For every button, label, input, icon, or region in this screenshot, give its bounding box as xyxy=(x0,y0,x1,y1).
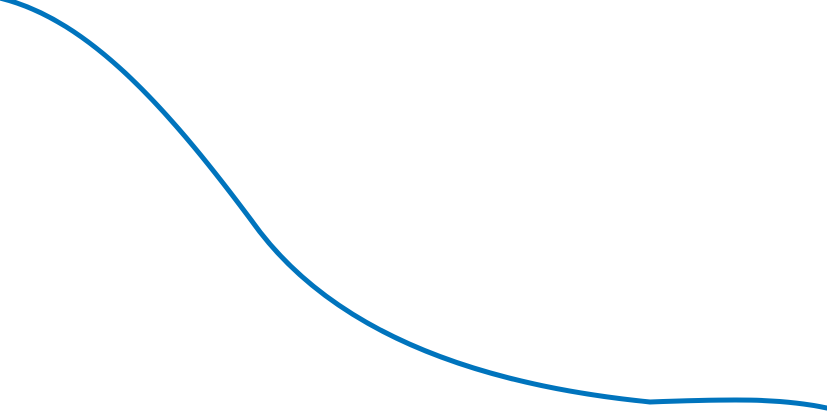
decorative-wave xyxy=(0,0,827,411)
wave-curve xyxy=(0,0,827,411)
